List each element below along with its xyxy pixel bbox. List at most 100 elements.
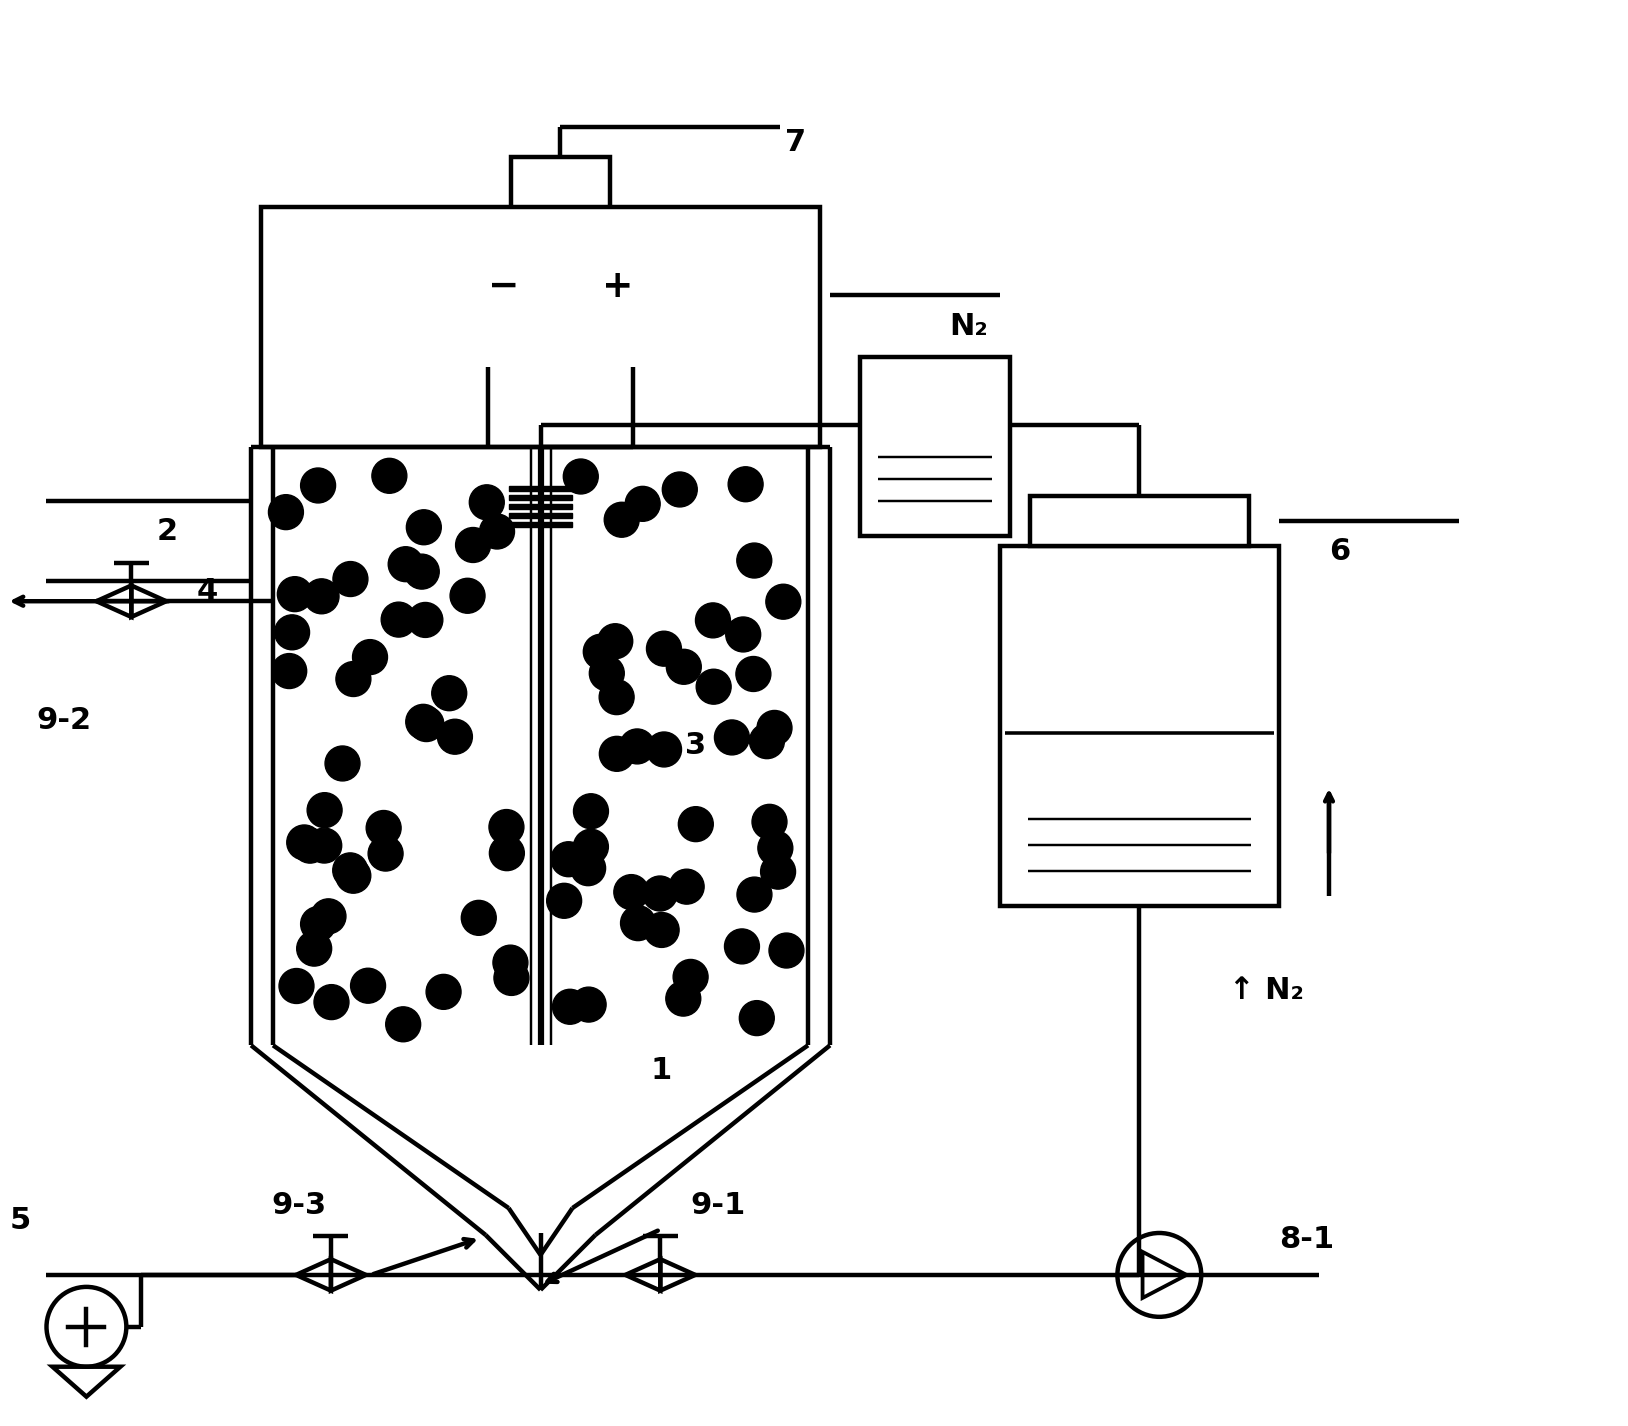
Circle shape	[332, 853, 368, 888]
Circle shape	[697, 669, 731, 704]
Circle shape	[469, 485, 505, 519]
Circle shape	[550, 841, 586, 877]
Circle shape	[335, 662, 371, 696]
Circle shape	[311, 898, 345, 934]
Circle shape	[583, 635, 619, 669]
Circle shape	[757, 710, 791, 746]
Text: 6: 6	[1328, 536, 1350, 566]
Circle shape	[287, 826, 322, 860]
Bar	[508, 486, 573, 492]
Circle shape	[669, 870, 705, 904]
Bar	[860, 356, 1009, 536]
Circle shape	[366, 810, 400, 846]
Circle shape	[269, 495, 303, 529]
Circle shape	[405, 704, 441, 739]
Text: 9-1: 9-1	[690, 1191, 746, 1219]
Circle shape	[409, 707, 444, 742]
Circle shape	[272, 653, 306, 689]
Circle shape	[326, 746, 360, 781]
Bar	[508, 505, 573, 509]
Circle shape	[335, 858, 371, 893]
Circle shape	[427, 974, 461, 1010]
Circle shape	[431, 676, 467, 710]
Circle shape	[736, 656, 772, 692]
Text: 7: 7	[785, 127, 806, 157]
Text: 4: 4	[197, 576, 218, 606]
Circle shape	[386, 1007, 420, 1042]
Circle shape	[625, 486, 659, 522]
Circle shape	[404, 555, 440, 589]
Circle shape	[368, 836, 404, 871]
Circle shape	[663, 472, 697, 506]
Circle shape	[679, 807, 713, 841]
Circle shape	[334, 562, 368, 596]
Circle shape	[488, 810, 524, 844]
Circle shape	[597, 623, 633, 659]
Text: 2: 2	[156, 516, 177, 546]
Circle shape	[573, 830, 609, 864]
Circle shape	[350, 968, 386, 1002]
Circle shape	[314, 984, 348, 1020]
Circle shape	[438, 719, 472, 754]
Text: +: +	[602, 270, 633, 305]
Circle shape	[301, 907, 335, 941]
Circle shape	[645, 913, 679, 947]
Text: 1: 1	[650, 1055, 672, 1085]
Circle shape	[571, 987, 606, 1022]
Text: 9-3: 9-3	[270, 1191, 326, 1219]
Circle shape	[759, 830, 793, 866]
Circle shape	[599, 736, 635, 771]
Circle shape	[724, 928, 759, 964]
Circle shape	[547, 883, 581, 918]
Circle shape	[493, 945, 527, 980]
Circle shape	[563, 459, 597, 493]
Circle shape	[728, 466, 764, 502]
Circle shape	[371, 458, 407, 493]
Text: N₂: N₂	[949, 312, 988, 341]
Circle shape	[449, 579, 485, 613]
Circle shape	[752, 804, 786, 840]
Circle shape	[643, 876, 677, 911]
Circle shape	[493, 961, 529, 995]
Circle shape	[409, 602, 443, 637]
Circle shape	[277, 576, 313, 612]
Circle shape	[480, 513, 514, 549]
Circle shape	[620, 729, 654, 764]
Circle shape	[589, 656, 624, 690]
Circle shape	[456, 528, 490, 562]
Circle shape	[301, 468, 335, 503]
Circle shape	[407, 509, 441, 545]
Circle shape	[620, 906, 656, 941]
Circle shape	[571, 851, 606, 886]
Bar	[1029, 496, 1249, 546]
Bar	[508, 495, 573, 501]
Circle shape	[353, 640, 387, 674]
Text: −: −	[488, 270, 519, 305]
Circle shape	[490, 836, 524, 871]
Circle shape	[552, 990, 588, 1024]
Circle shape	[604, 502, 640, 538]
Circle shape	[296, 931, 332, 965]
Bar	[1000, 546, 1280, 906]
Circle shape	[739, 1001, 775, 1035]
Circle shape	[278, 968, 314, 1004]
Circle shape	[275, 615, 309, 650]
Bar	[511, 157, 610, 217]
Circle shape	[737, 543, 772, 578]
Circle shape	[614, 874, 650, 910]
Circle shape	[573, 794, 609, 829]
Circle shape	[737, 877, 772, 913]
Circle shape	[308, 793, 342, 827]
Circle shape	[599, 680, 633, 714]
Circle shape	[461, 900, 497, 935]
Circle shape	[695, 603, 731, 637]
Circle shape	[760, 854, 796, 890]
Circle shape	[293, 829, 327, 863]
Circle shape	[765, 585, 801, 619]
Text: 5: 5	[10, 1205, 31, 1235]
Bar	[508, 513, 573, 519]
Text: 3: 3	[685, 732, 707, 760]
Circle shape	[381, 602, 417, 637]
Bar	[260, 207, 821, 446]
Circle shape	[666, 981, 700, 1017]
